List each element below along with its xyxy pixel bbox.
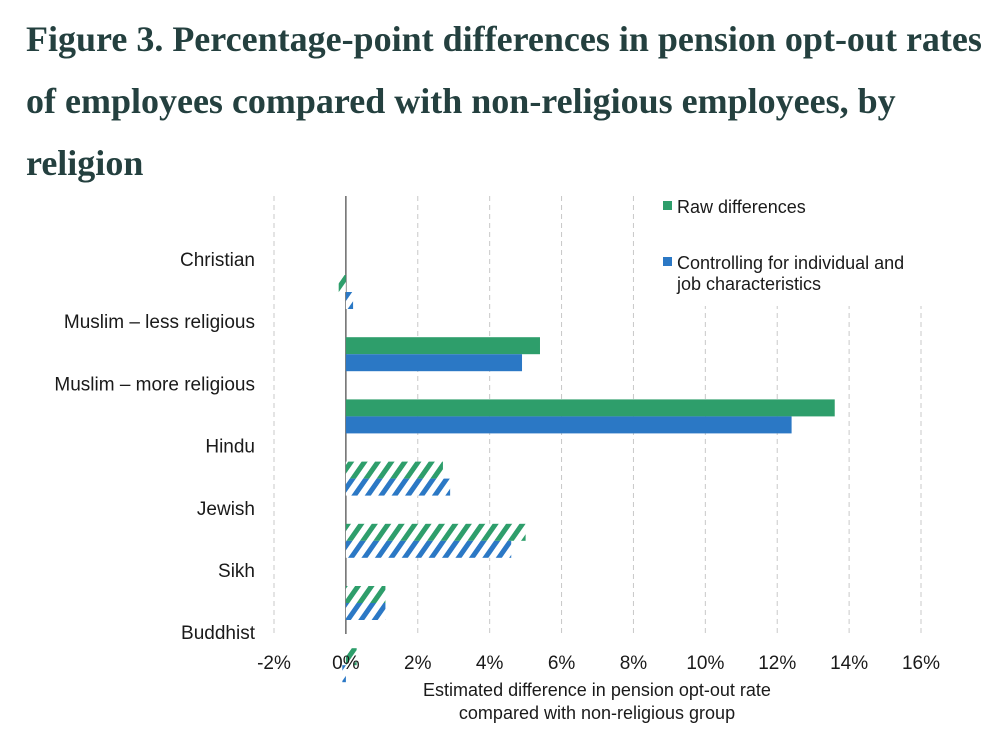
- legend-label: Controlling for individual and: [677, 253, 904, 273]
- bar-raw-2: [345, 399, 835, 417]
- bar-controlled-3: [345, 478, 451, 496]
- legend-swatch-raw: [663, 201, 672, 210]
- bar-raw-3: [345, 461, 443, 479]
- bar-controlled-5: [345, 603, 386, 620]
- category-label: Buddhist: [181, 623, 256, 644]
- bar-raw-0: [338, 275, 346, 292]
- legend-box: [640, 192, 970, 306]
- x-axis-title-line: Estimated difference in pension opt-out …: [423, 680, 771, 700]
- x-tick-label: 14%: [830, 653, 868, 674]
- category-label: Jewish: [197, 499, 255, 520]
- x-tick-label: -2%: [257, 653, 291, 674]
- x-tick-label: 12%: [758, 653, 796, 674]
- category-label: Muslim – more religious: [54, 374, 255, 395]
- x-tick-label: 16%: [902, 653, 940, 674]
- x-tick-label: 2%: [404, 653, 432, 674]
- bars: [338, 275, 835, 683]
- x-tick-label: 0%: [332, 653, 360, 674]
- legend-swatch-controlled: [663, 257, 672, 266]
- category-labels: Christian Muslim – less religious Muslim –…: [54, 250, 255, 644]
- bar-raw-6: [345, 648, 357, 666]
- bar-raw-1: [345, 337, 540, 355]
- x-axis-title-line: compared with non-religious group: [459, 703, 735, 723]
- x-tick-label: 6%: [548, 653, 576, 674]
- category-label: Christian: [180, 250, 255, 271]
- legend: Raw differences Controlling for individua…: [640, 192, 970, 306]
- x-tick-labels: -2% 0% 2% 4% 6% 8% 10% 12% 14% 16%: [257, 653, 940, 674]
- category-label: Muslim – less religious: [64, 312, 255, 333]
- bar-raw-4: [345, 523, 526, 541]
- x-tick-label: 10%: [686, 653, 724, 674]
- legend-label: Raw differences: [677, 197, 806, 217]
- bar-controlled-4: [345, 540, 512, 558]
- bar-controlled-2: [345, 416, 792, 434]
- x-tick-label: 8%: [620, 653, 648, 674]
- x-tick-label: 4%: [476, 653, 504, 674]
- legend-label: job characteristics: [676, 274, 821, 294]
- bar-raw-5: [345, 586, 386, 603]
- bar-controlled-6: [342, 665, 346, 683]
- category-label: Hindu: [205, 437, 255, 458]
- x-axis-title: Estimated difference in pension opt-out …: [423, 680, 771, 723]
- bar-controlled-1: [345, 354, 523, 372]
- figure-title: Figure 3. Percentage-point differences i…: [26, 19, 982, 183]
- category-label: Sikh: [218, 561, 255, 582]
- bar-controlled-0: [345, 292, 354, 309]
